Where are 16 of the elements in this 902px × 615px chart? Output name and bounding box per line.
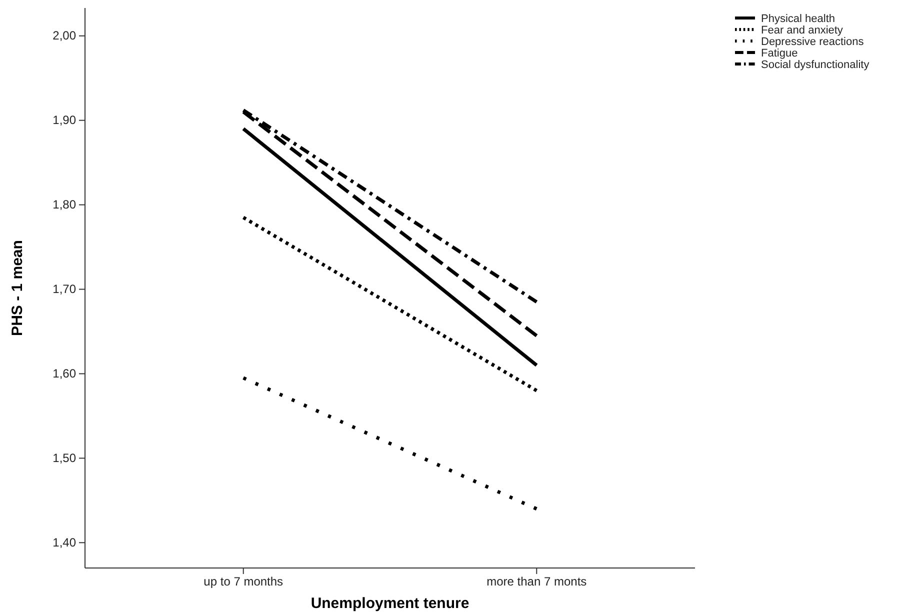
y-axis-title: PHS - 1 mean <box>9 240 26 336</box>
legend-label: Fear and anxiety <box>761 24 844 36</box>
y-tick-label: 1,60 <box>52 366 76 381</box>
legend-label: Fatigue <box>761 48 798 60</box>
y-tick-label: 1,40 <box>52 536 76 550</box>
y-tick-label: 1,50 <box>52 451 76 466</box>
y-tick-label: 1,80 <box>52 198 76 212</box>
y-tick-label: 1,70 <box>52 282 76 296</box>
x-tick-label: up to 7 months <box>204 574 284 589</box>
legend-label: Social dysfunctionality <box>761 59 870 71</box>
y-tick-label: 2,00 <box>52 28 76 43</box>
legend-label: Physical health <box>761 13 835 25</box>
x-tick-label: more than 7 monts <box>486 574 587 589</box>
y-tick-label: 1,90 <box>52 113 76 128</box>
legend-label: Depressive reactions <box>761 36 864 48</box>
x-axis-title: Unemployment tenure <box>310 595 470 612</box>
